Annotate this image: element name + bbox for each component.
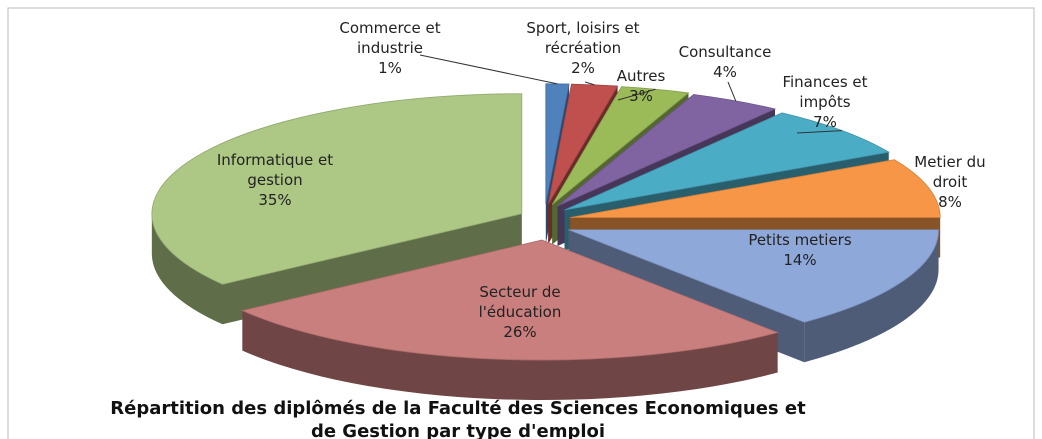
label-name: Informatique et gestion: [216, 151, 334, 189]
frame: [7, 7, 1035, 439]
label-name: Finances et impôts: [782, 73, 868, 111]
data-label: Commerce et industrie 1%: [330, 18, 450, 78]
leader-line: [617, 88, 656, 101]
data-label: Informatique et gestion 35%: [195, 150, 355, 210]
label-value: 35%: [258, 191, 292, 209]
label-name: Commerce et industrie: [339, 19, 441, 57]
label-name: Petits metiers: [748, 231, 852, 249]
label-name: Sport, loisirs et récréation: [526, 19, 640, 57]
leader-line: [419, 54, 558, 85]
label-value: 1%: [378, 59, 402, 77]
leader-line: [727, 81, 737, 102]
slice-wall: [242, 310, 778, 401]
slice: [547, 83, 619, 205]
data-label: Petits metiers 14%: [730, 230, 870, 270]
leader-line: [796, 130, 843, 134]
data-label: Secteur de l'éducation 26%: [455, 282, 585, 342]
label-name: Autres: [616, 67, 666, 85]
slice: [568, 229, 939, 323]
slice-side: [222, 213, 522, 325]
label-name: Secteur de l'éducation: [478, 283, 562, 321]
slice: [545, 83, 570, 204]
slice: [570, 159, 941, 218]
slice-wall: [804, 229, 939, 363]
slice: [151, 93, 523, 285]
data-label: Sport, loisirs et récréation 2%: [513, 18, 653, 78]
label-value: 3%: [629, 87, 653, 105]
leader-line: [584, 81, 595, 86]
chart-title: Répartition des diplômés de la Faculté d…: [110, 398, 806, 439]
label-name: Consultance: [678, 43, 772, 61]
label-value: 2%: [571, 59, 595, 77]
data-label: Autres 3%: [601, 66, 681, 106]
label-value: 4%: [713, 63, 737, 81]
label-value: 14%: [783, 251, 817, 269]
slice: [241, 239, 779, 361]
data-label: Consultance 4%: [670, 42, 780, 82]
slice-wall: [151, 213, 223, 325]
label-value: 7%: [813, 113, 837, 131]
data-label: Finances et impôts 7%: [770, 72, 880, 132]
label-name: Metier du droit: [914, 153, 986, 191]
label-value: 8%: [938, 193, 962, 211]
label-value: 26%: [503, 323, 537, 341]
data-label: Metier du droit 8%: [905, 152, 995, 212]
